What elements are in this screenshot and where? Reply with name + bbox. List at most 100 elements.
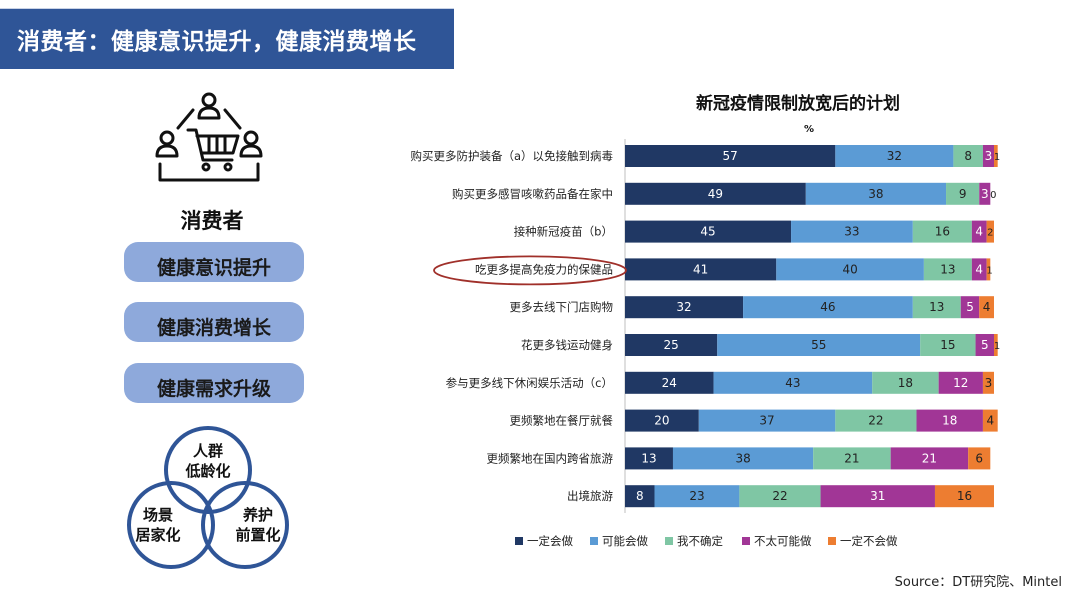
pill-health-consumption: 健康消费增长 <box>124 302 304 342</box>
chart-svg: 新冠疫情限制放宽后的计划%购买更多防护装备（a）以免接触到病毒 57 32 8 3 1购买… <box>410 93 1000 548</box>
consumer-label: 消费者 <box>180 209 244 233</box>
bar-segment <box>625 182 806 205</box>
category-label: 更频繁地在国内跨省旅游 <box>487 451 614 465</box>
category-label: 购买更多防护装备（a）以免接触到病毒 <box>410 149 613 163</box>
venn-top-line1: 人群 <box>193 442 223 460</box>
bar-segment <box>994 334 998 356</box>
bar-segment <box>739 485 821 508</box>
data-label: 49 <box>708 187 723 201</box>
data-label: 5 <box>966 300 974 314</box>
bar-segment <box>934 485 994 508</box>
legend-label: 一定不会做 <box>840 534 898 548</box>
data-label: 33 <box>844 225 859 239</box>
data-label: 18 <box>898 376 913 390</box>
bar-segment <box>923 258 972 281</box>
data-label: 2 <box>987 228 993 239</box>
data-label: 15 <box>940 338 955 352</box>
legend-swatch <box>590 537 598 545</box>
legend-label: 一定会做 <box>527 534 573 548</box>
bar-segment <box>625 447 673 470</box>
bar-segment <box>968 447 991 470</box>
legend-swatch <box>742 537 750 545</box>
bar-segment <box>890 447 969 470</box>
bar-segment <box>938 371 983 394</box>
data-label: 41 <box>693 262 708 276</box>
bar-segment <box>982 371 994 394</box>
bar-segment <box>625 220 792 243</box>
data-label: 20 <box>654 414 669 428</box>
legend-label: 我不确定 <box>677 534 723 548</box>
data-label: 38 <box>735 451 750 465</box>
stacked-bar-chart: 新冠疫情限制放宽后的计划% 购买更多防护装备（a）以免接触到病毒 57 32 8 3 1 购买… <box>340 85 1030 555</box>
data-label: 25 <box>663 338 678 352</box>
bar-segment <box>776 258 924 281</box>
data-label: 23 <box>689 489 704 503</box>
data-label: 1 <box>994 152 1000 163</box>
data-label: 1 <box>994 341 1000 352</box>
bar-segment <box>994 145 998 167</box>
bar-segment <box>986 258 991 281</box>
data-label: 22 <box>868 414 883 428</box>
venn-circle-left <box>127 481 215 569</box>
legend-swatch <box>665 537 673 545</box>
category-label: 参与更多线下休闲娱乐活动（c） <box>446 376 613 390</box>
consumer-shopping-cart-icon <box>150 90 268 190</box>
data-label: 6 <box>975 451 983 465</box>
data-label: 32 <box>887 149 902 163</box>
bar-segment <box>912 220 972 243</box>
highlight-ellipse <box>433 255 627 286</box>
data-label: 4 <box>975 262 983 276</box>
bar-segment <box>971 258 987 281</box>
bar-segment <box>625 296 744 319</box>
bar-segment <box>805 182 947 205</box>
category-label: 购买更多感冒咳嗽药品备在家中 <box>452 187 613 201</box>
data-label: 18 <box>942 414 957 428</box>
bar-segment <box>960 296 980 319</box>
bar-segment <box>625 258 777 281</box>
bar-segment <box>920 334 976 356</box>
data-label: 43 <box>785 376 800 390</box>
pill-label: 健康消费增长 <box>156 317 271 339</box>
data-label: 5 <box>981 338 989 352</box>
bar-segment <box>625 334 718 356</box>
data-label: 3 <box>981 187 989 201</box>
bar-segment <box>986 220 994 243</box>
bar-segment <box>975 334 994 356</box>
data-label: 4 <box>986 414 994 428</box>
pill-label: 健康意识提升 <box>156 257 271 279</box>
source-note: Source：DT研究院、Mintel <box>894 575 1062 590</box>
legend-swatch <box>828 537 836 545</box>
bar-segment <box>912 296 961 319</box>
data-label: 55 <box>811 338 826 352</box>
bar-segment <box>979 182 991 205</box>
bar-segment <box>971 220 987 243</box>
bar-segment <box>916 409 983 432</box>
chart-subtitle: % <box>804 124 814 135</box>
data-label: 3 <box>985 376 993 390</box>
venn-diagram: 人群 低龄化 场景 居家化 养护 前置化 <box>118 420 298 580</box>
data-label: 21 <box>844 451 859 465</box>
category-label: 接种新冠疫苗（b） <box>514 225 613 239</box>
data-label: 4 <box>983 300 991 314</box>
data-label: 0 <box>990 190 996 201</box>
bar-segment <box>946 182 980 205</box>
data-label: 13 <box>641 451 656 465</box>
bar-segment <box>872 371 939 394</box>
bar-segment <box>713 371 873 394</box>
data-label: 57 <box>723 149 738 163</box>
legend-label: 可能会做 <box>602 534 648 548</box>
data-label: 13 <box>929 300 944 314</box>
data-label: 8 <box>636 489 644 503</box>
data-label: 3 <box>985 149 993 163</box>
venn-right-line2: 前置化 <box>235 526 280 544</box>
data-label: 13 <box>940 262 955 276</box>
bar-segment <box>835 145 954 167</box>
bar-segment <box>654 485 740 508</box>
venn-circle-right <box>201 481 289 569</box>
bar-segment <box>625 485 655 508</box>
venn-left-line1: 场景 <box>143 506 173 524</box>
data-label: 24 <box>662 376 677 390</box>
data-label: 16 <box>935 225 950 239</box>
data-label: 9 <box>959 187 967 201</box>
legend-label: 不太可能做 <box>754 534 812 548</box>
